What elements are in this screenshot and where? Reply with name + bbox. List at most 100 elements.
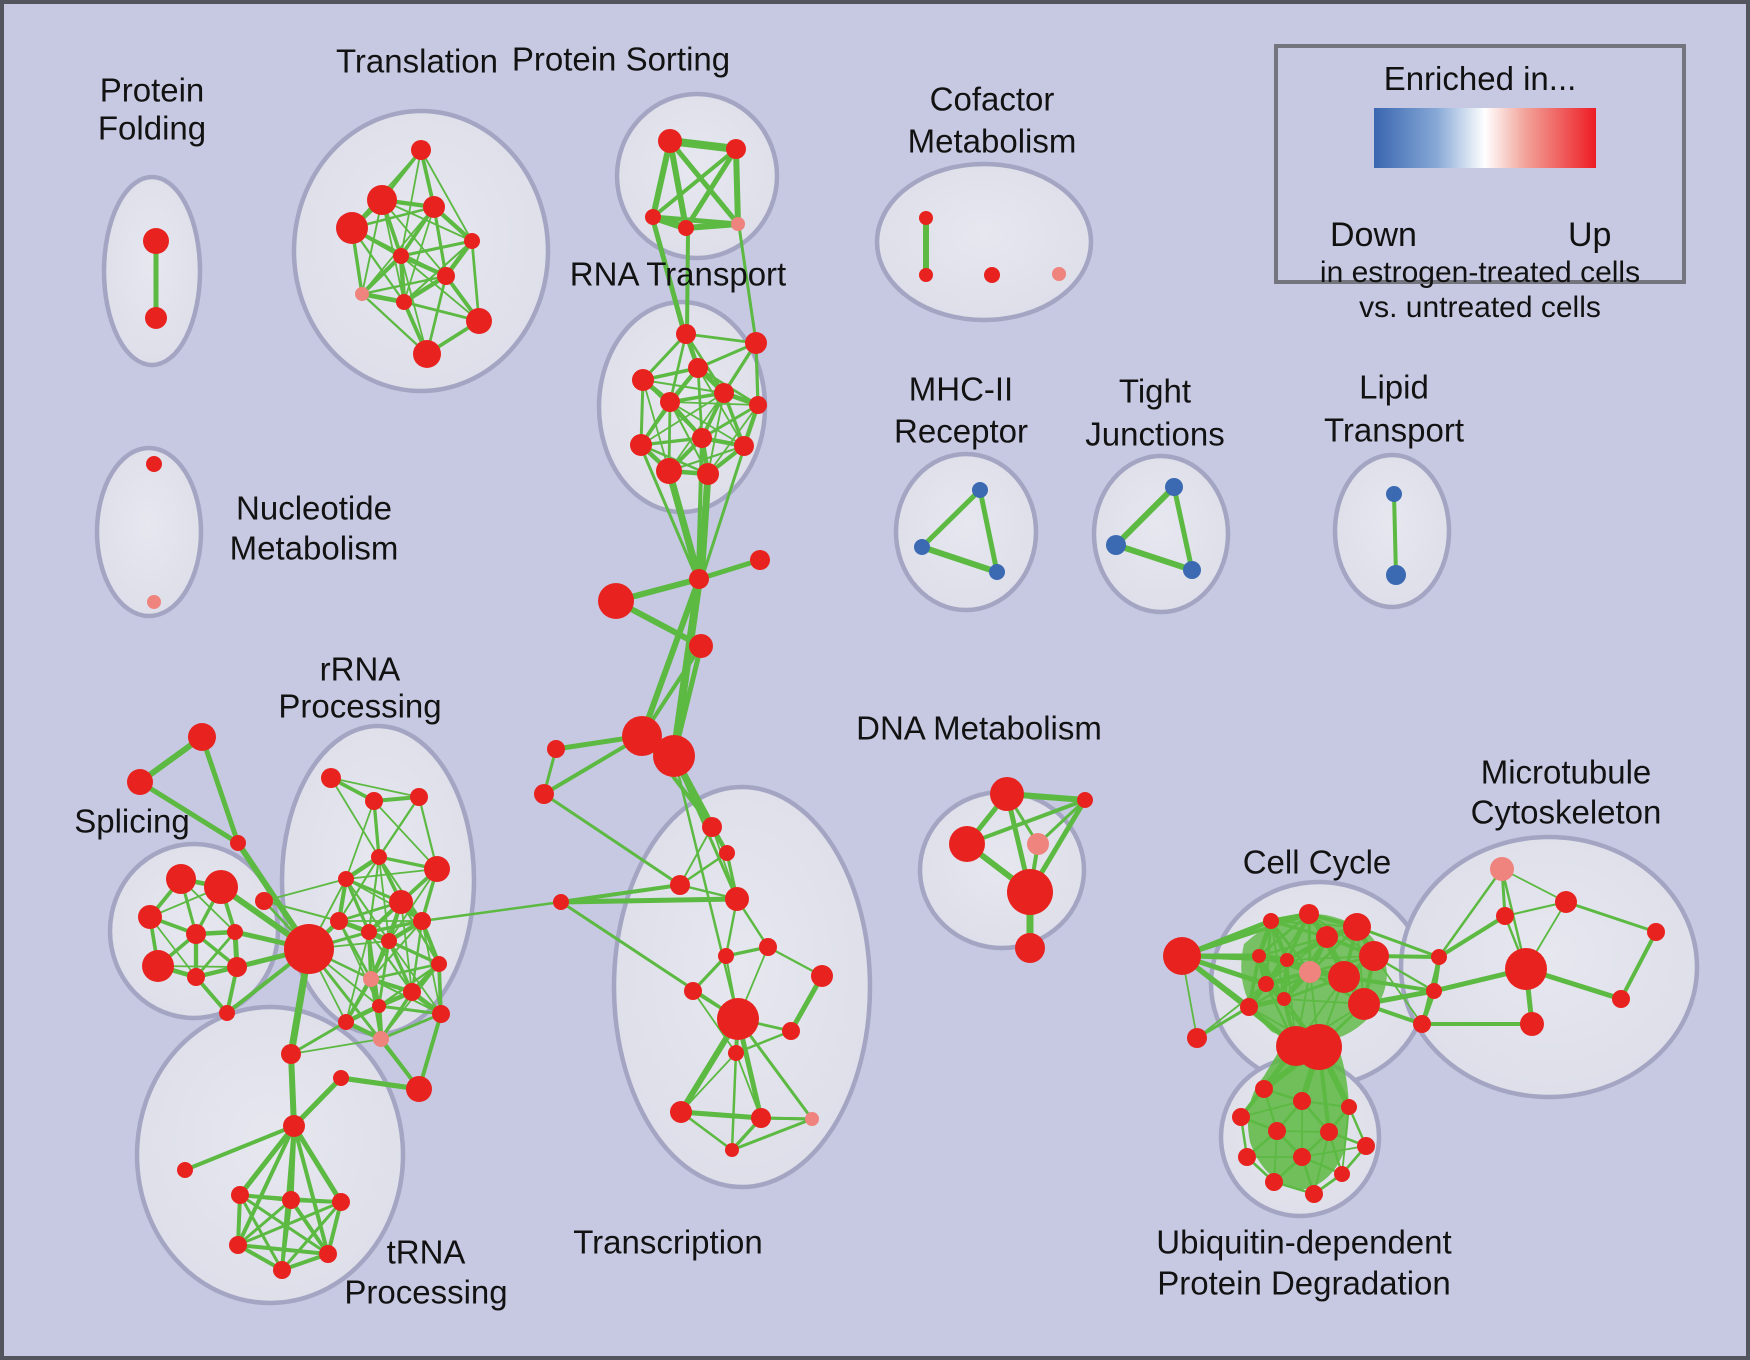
node-trna-processing-0[interactable] xyxy=(283,1115,305,1137)
node-cell-cycle-9[interactable] xyxy=(1277,992,1291,1006)
node-rrna-processing-12[interactable] xyxy=(363,971,379,987)
node-connectors-2[interactable] xyxy=(598,583,634,619)
node-cell-cycle-19[interactable] xyxy=(1413,1015,1431,1033)
node-translation-8[interactable] xyxy=(396,294,412,310)
node-rna-transport-9[interactable] xyxy=(630,434,652,456)
node-cell-cycle-17[interactable] xyxy=(1431,949,1447,965)
node-dna-metabolism-0[interactable] xyxy=(990,777,1024,811)
node-trna-processing-1[interactable] xyxy=(177,1162,193,1178)
node-protein-sorting-4[interactable] xyxy=(731,217,745,231)
node-translation-6[interactable] xyxy=(437,267,455,285)
node-splicing-7[interactable] xyxy=(227,957,247,977)
node-cofactor-metabolism-0[interactable] xyxy=(919,211,933,225)
node-trna-processing-6[interactable] xyxy=(319,1245,337,1263)
node-ubiquitin-degradation-8[interactable] xyxy=(1293,1148,1311,1166)
node-rrna-processing-6[interactable] xyxy=(389,890,413,914)
node-cell-cycle-8[interactable] xyxy=(1258,976,1274,992)
node-rna-transport-7[interactable] xyxy=(692,428,712,448)
node-connectors-5[interactable] xyxy=(653,735,695,777)
node-cell-cycle-0[interactable] xyxy=(1263,913,1279,929)
node-transcription-3[interactable] xyxy=(725,887,749,911)
node-dna-metabolism-2[interactable] xyxy=(949,826,985,862)
node-cofactor-metabolism-2[interactable] xyxy=(984,267,1000,283)
node-ubiquitin-degradation-1[interactable] xyxy=(1293,1092,1311,1110)
node-connectors-3[interactable] xyxy=(689,634,713,658)
node-ubiquitin-degradation-4[interactable] xyxy=(1268,1122,1286,1140)
node-tight-junctions-0[interactable] xyxy=(1165,478,1183,496)
node-rna-transport-10[interactable] xyxy=(656,458,682,484)
node-rrna-processing-14[interactable] xyxy=(372,999,386,1013)
node-rrna-processing-11[interactable] xyxy=(431,956,447,972)
node-cell-cycle-2[interactable] xyxy=(1316,926,1338,948)
node-mhc-ii-receptor-0[interactable] xyxy=(972,482,988,498)
node-splicing-triangle-0[interactable] xyxy=(188,723,216,751)
node-translation-1[interactable] xyxy=(367,185,397,215)
node-cell-cycle-14[interactable] xyxy=(1296,1024,1342,1070)
node-translation-5[interactable] xyxy=(464,233,480,249)
node-trna-processing-3[interactable] xyxy=(282,1191,300,1209)
node-cell-cycle-16[interactable] xyxy=(1187,1028,1207,1048)
node-ubiquitin-degradation-5[interactable] xyxy=(1320,1123,1338,1141)
node-nucleotide-metabolism-1[interactable] xyxy=(147,595,161,609)
node-transcription-9[interactable] xyxy=(782,1022,800,1040)
node-protein-sorting-2[interactable] xyxy=(645,209,661,225)
node-rna-transport-0[interactable] xyxy=(676,324,696,344)
node-transcription-2[interactable] xyxy=(670,875,690,895)
node-protein-sorting-0[interactable] xyxy=(658,129,682,153)
node-tight-junctions-1[interactable] xyxy=(1106,535,1126,555)
node-cell-cycle-4[interactable] xyxy=(1359,941,1389,971)
node-splicing-2[interactable] xyxy=(138,905,162,929)
node-transcription-10[interactable] xyxy=(728,1045,744,1061)
node-rrna-processing-19[interactable] xyxy=(284,924,334,974)
node-connectors-6[interactable] xyxy=(547,740,565,758)
node-trna-processing-5[interactable] xyxy=(229,1236,247,1254)
node-nucleotide-metabolism-0[interactable] xyxy=(146,456,162,472)
node-splicing-0[interactable] xyxy=(166,864,196,894)
node-cofactor-metabolism-3[interactable] xyxy=(1052,267,1066,281)
node-transcription-1[interactable] xyxy=(719,845,735,861)
node-rna-transport-8[interactable] xyxy=(734,436,754,456)
node-translation-10[interactable] xyxy=(413,340,441,368)
node-connectors-1[interactable] xyxy=(750,550,770,570)
node-rrna-processing-0[interactable] xyxy=(321,768,341,788)
node-dna-metabolism-3[interactable] xyxy=(1027,833,1049,855)
node-connectors-0[interactable] xyxy=(689,569,709,589)
node-rrna-processing-17[interactable] xyxy=(373,1031,389,1047)
node-dna-metabolism-4[interactable] xyxy=(1007,869,1053,915)
node-cofactor-metabolism-1[interactable] xyxy=(919,268,933,282)
node-mhc-ii-receptor-1[interactable] xyxy=(914,539,930,555)
node-lipid-transport-1[interactable] xyxy=(1386,565,1406,585)
node-translation-9[interactable] xyxy=(466,308,492,334)
node-rna-transport-3[interactable] xyxy=(688,358,708,378)
node-ubiquitin-degradation-10[interactable] xyxy=(1265,1173,1283,1191)
node-microtubule-cytoskeleton-2[interactable] xyxy=(1496,907,1514,925)
node-ubiquitin-degradation-0[interactable] xyxy=(1255,1080,1273,1098)
node-ubiquitin-degradation-2[interactable] xyxy=(1341,1099,1357,1115)
node-trna-processing-2[interactable] xyxy=(231,1186,249,1204)
node-lipid-transport-0[interactable] xyxy=(1386,486,1402,502)
node-translation-7[interactable] xyxy=(355,287,369,301)
node-tight-junctions-2[interactable] xyxy=(1183,561,1201,579)
node-ubiquitin-degradation-6[interactable] xyxy=(1357,1137,1375,1155)
node-cell-cycle-6[interactable] xyxy=(1280,953,1294,967)
node-translation-0[interactable] xyxy=(411,140,431,160)
node-cell-cycle-3[interactable] xyxy=(1343,913,1371,941)
node-splicing-5[interactable] xyxy=(142,950,174,982)
node-microtubule-cytoskeleton-3[interactable] xyxy=(1505,948,1547,990)
node-cell-cycle-18[interactable] xyxy=(1426,983,1442,999)
node-transcription-11[interactable] xyxy=(670,1101,692,1123)
node-trna-processing-8[interactable] xyxy=(333,1070,349,1086)
node-splicing-8[interactable] xyxy=(219,1005,235,1021)
node-rrna-processing-10[interactable] xyxy=(413,912,431,930)
node-rrna-processing-13[interactable] xyxy=(403,983,421,1001)
node-transcription-6[interactable] xyxy=(811,965,833,987)
node-cell-cycle-1[interactable] xyxy=(1299,904,1319,924)
node-microtubule-cytoskeleton-4[interactable] xyxy=(1612,990,1630,1008)
node-translation-3[interactable] xyxy=(336,212,368,244)
node-ubiquitin-degradation-3[interactable] xyxy=(1232,1108,1250,1126)
node-rna-transport-11[interactable] xyxy=(697,463,719,485)
node-cell-cycle-11[interactable] xyxy=(1328,961,1360,993)
node-rrna-processing-16[interactable] xyxy=(338,1014,354,1030)
node-transcription-13[interactable] xyxy=(805,1112,819,1126)
node-rna-transport-2[interactable] xyxy=(632,369,654,391)
